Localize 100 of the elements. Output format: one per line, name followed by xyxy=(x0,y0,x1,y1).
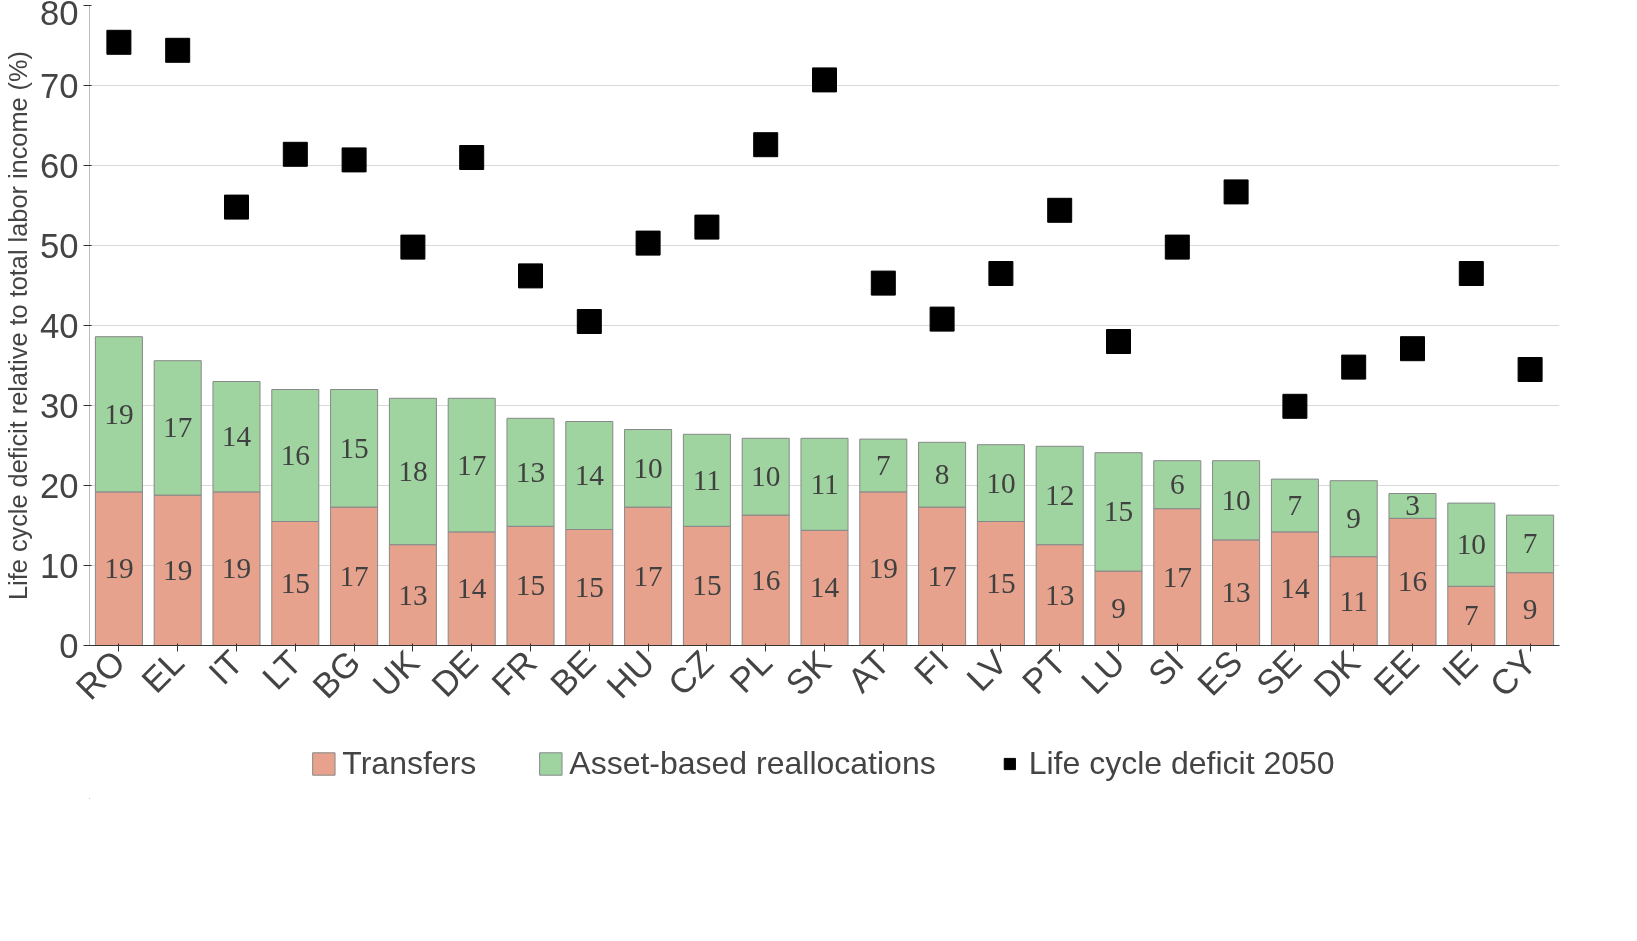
data-label: 16 xyxy=(1397,565,1428,598)
data-label: 15 xyxy=(280,567,310,599)
point xyxy=(1400,336,1425,362)
x-tick-label: LU xyxy=(1073,643,1132,702)
data-label: 14 xyxy=(1280,572,1310,605)
data-label: 8 xyxy=(934,458,950,491)
x-tick-label: SE xyxy=(1248,643,1309,703)
y-tick-label: 60 xyxy=(39,146,79,185)
point xyxy=(812,67,837,93)
point xyxy=(1517,357,1543,382)
data-label: 11 xyxy=(810,467,839,500)
data-label: 13 xyxy=(515,455,546,488)
data-label: 19 xyxy=(868,552,898,585)
point xyxy=(929,306,955,332)
x-tick-label: IE xyxy=(1434,643,1485,694)
x-tick-label: CY xyxy=(1482,643,1544,704)
point xyxy=(988,261,1014,286)
x-tick-label: CZ xyxy=(660,643,721,703)
data-label: 17 xyxy=(457,448,487,481)
data-label: 12 xyxy=(1045,479,1075,511)
legend-label: Asset-based reallocations xyxy=(569,744,936,782)
data-label: 14 xyxy=(574,459,605,491)
data-label: 19 xyxy=(104,552,134,585)
data-label: 15 xyxy=(515,569,546,602)
data-label: 7 xyxy=(1463,599,1479,632)
data-label: 15 xyxy=(986,567,1016,599)
data-label: 13 xyxy=(1045,578,1075,611)
point xyxy=(341,147,367,173)
x-tick-label: PL xyxy=(722,643,780,700)
point xyxy=(400,234,426,260)
data-label: 17 xyxy=(633,559,663,592)
data-label: 18 xyxy=(398,455,428,487)
data-label: 11 xyxy=(692,463,722,496)
x-tick-label: EL xyxy=(134,643,192,700)
point xyxy=(1106,329,1131,354)
data-label: 7 xyxy=(1522,527,1538,560)
x-tick-label: SI xyxy=(1140,643,1191,694)
point xyxy=(694,214,720,240)
data-label: 3 xyxy=(1405,489,1420,522)
data-label: 19 xyxy=(163,553,193,586)
data-label: 17 xyxy=(163,411,193,444)
x-tick-label: ES xyxy=(1189,643,1250,703)
data-label: 10 xyxy=(986,466,1016,499)
data-label: 17 xyxy=(927,559,957,592)
point xyxy=(518,263,543,289)
data-label: 17 xyxy=(1162,560,1192,593)
point xyxy=(1341,354,1367,380)
data-label: 10 xyxy=(1221,483,1251,516)
point xyxy=(459,145,485,170)
data-label: 16 xyxy=(280,439,310,471)
point xyxy=(282,141,308,167)
data-label: 11 xyxy=(1339,584,1368,617)
data-label: 15 xyxy=(692,569,722,602)
legend-label: Transfers xyxy=(342,744,477,782)
data-label: 13 xyxy=(1221,576,1251,609)
data-label: 9 xyxy=(1111,591,1126,624)
y-tick-label: 0 xyxy=(59,626,79,665)
point xyxy=(1047,197,1073,223)
y-tick-label: 70 xyxy=(39,66,79,105)
x-tick-label: DK xyxy=(1306,643,1368,704)
point xyxy=(165,37,191,63)
y-tick-label: 10 xyxy=(39,546,79,585)
x-tick-label: AT xyxy=(840,643,897,700)
point xyxy=(753,132,779,158)
x-tick-label: DE xyxy=(424,643,486,704)
y-tick-label: 20 xyxy=(39,466,79,505)
data-label: 19 xyxy=(104,397,134,430)
data-label: 15 xyxy=(339,431,369,464)
y-tick-label: 30 xyxy=(39,386,79,425)
point xyxy=(1282,393,1308,419)
data-label: 7 xyxy=(875,449,891,481)
point xyxy=(224,194,249,220)
data-label: 10 xyxy=(1456,528,1486,561)
y-axis-title: Life cycle deficit relative to total labor income (%) xyxy=(3,50,32,600)
data-label: 14 xyxy=(809,571,840,604)
data-label: 9 xyxy=(1346,502,1362,535)
data-label: 15 xyxy=(574,571,604,603)
data-label: 16 xyxy=(751,563,781,596)
x-tick-label: PT xyxy=(1014,643,1074,702)
y-tick-label: 80 xyxy=(39,0,79,32)
x-tick-label: FR xyxy=(484,643,544,703)
data-label: 19 xyxy=(221,552,252,585)
data-label: 7 xyxy=(1287,489,1303,521)
point xyxy=(1223,179,1249,205)
point xyxy=(1458,261,1484,286)
x-tick-label: IT xyxy=(201,643,250,692)
data-label: 13 xyxy=(398,578,428,611)
point xyxy=(870,270,896,296)
x-tick-label: LV xyxy=(959,643,1015,699)
point xyxy=(106,29,132,55)
y-tick-label: 40 xyxy=(39,306,79,345)
x-tick-label: SK xyxy=(778,643,838,703)
point xyxy=(1164,234,1190,260)
x-tick-label: EE xyxy=(1366,643,1426,703)
data-label: 14 xyxy=(221,420,252,453)
legend-label: Life cycle deficit 2050 xyxy=(1028,744,1335,782)
data-label: 9 xyxy=(1522,592,1538,625)
y-tick-label: 50 xyxy=(39,226,79,265)
point xyxy=(635,230,661,256)
x-tick-label: FI xyxy=(906,643,956,692)
